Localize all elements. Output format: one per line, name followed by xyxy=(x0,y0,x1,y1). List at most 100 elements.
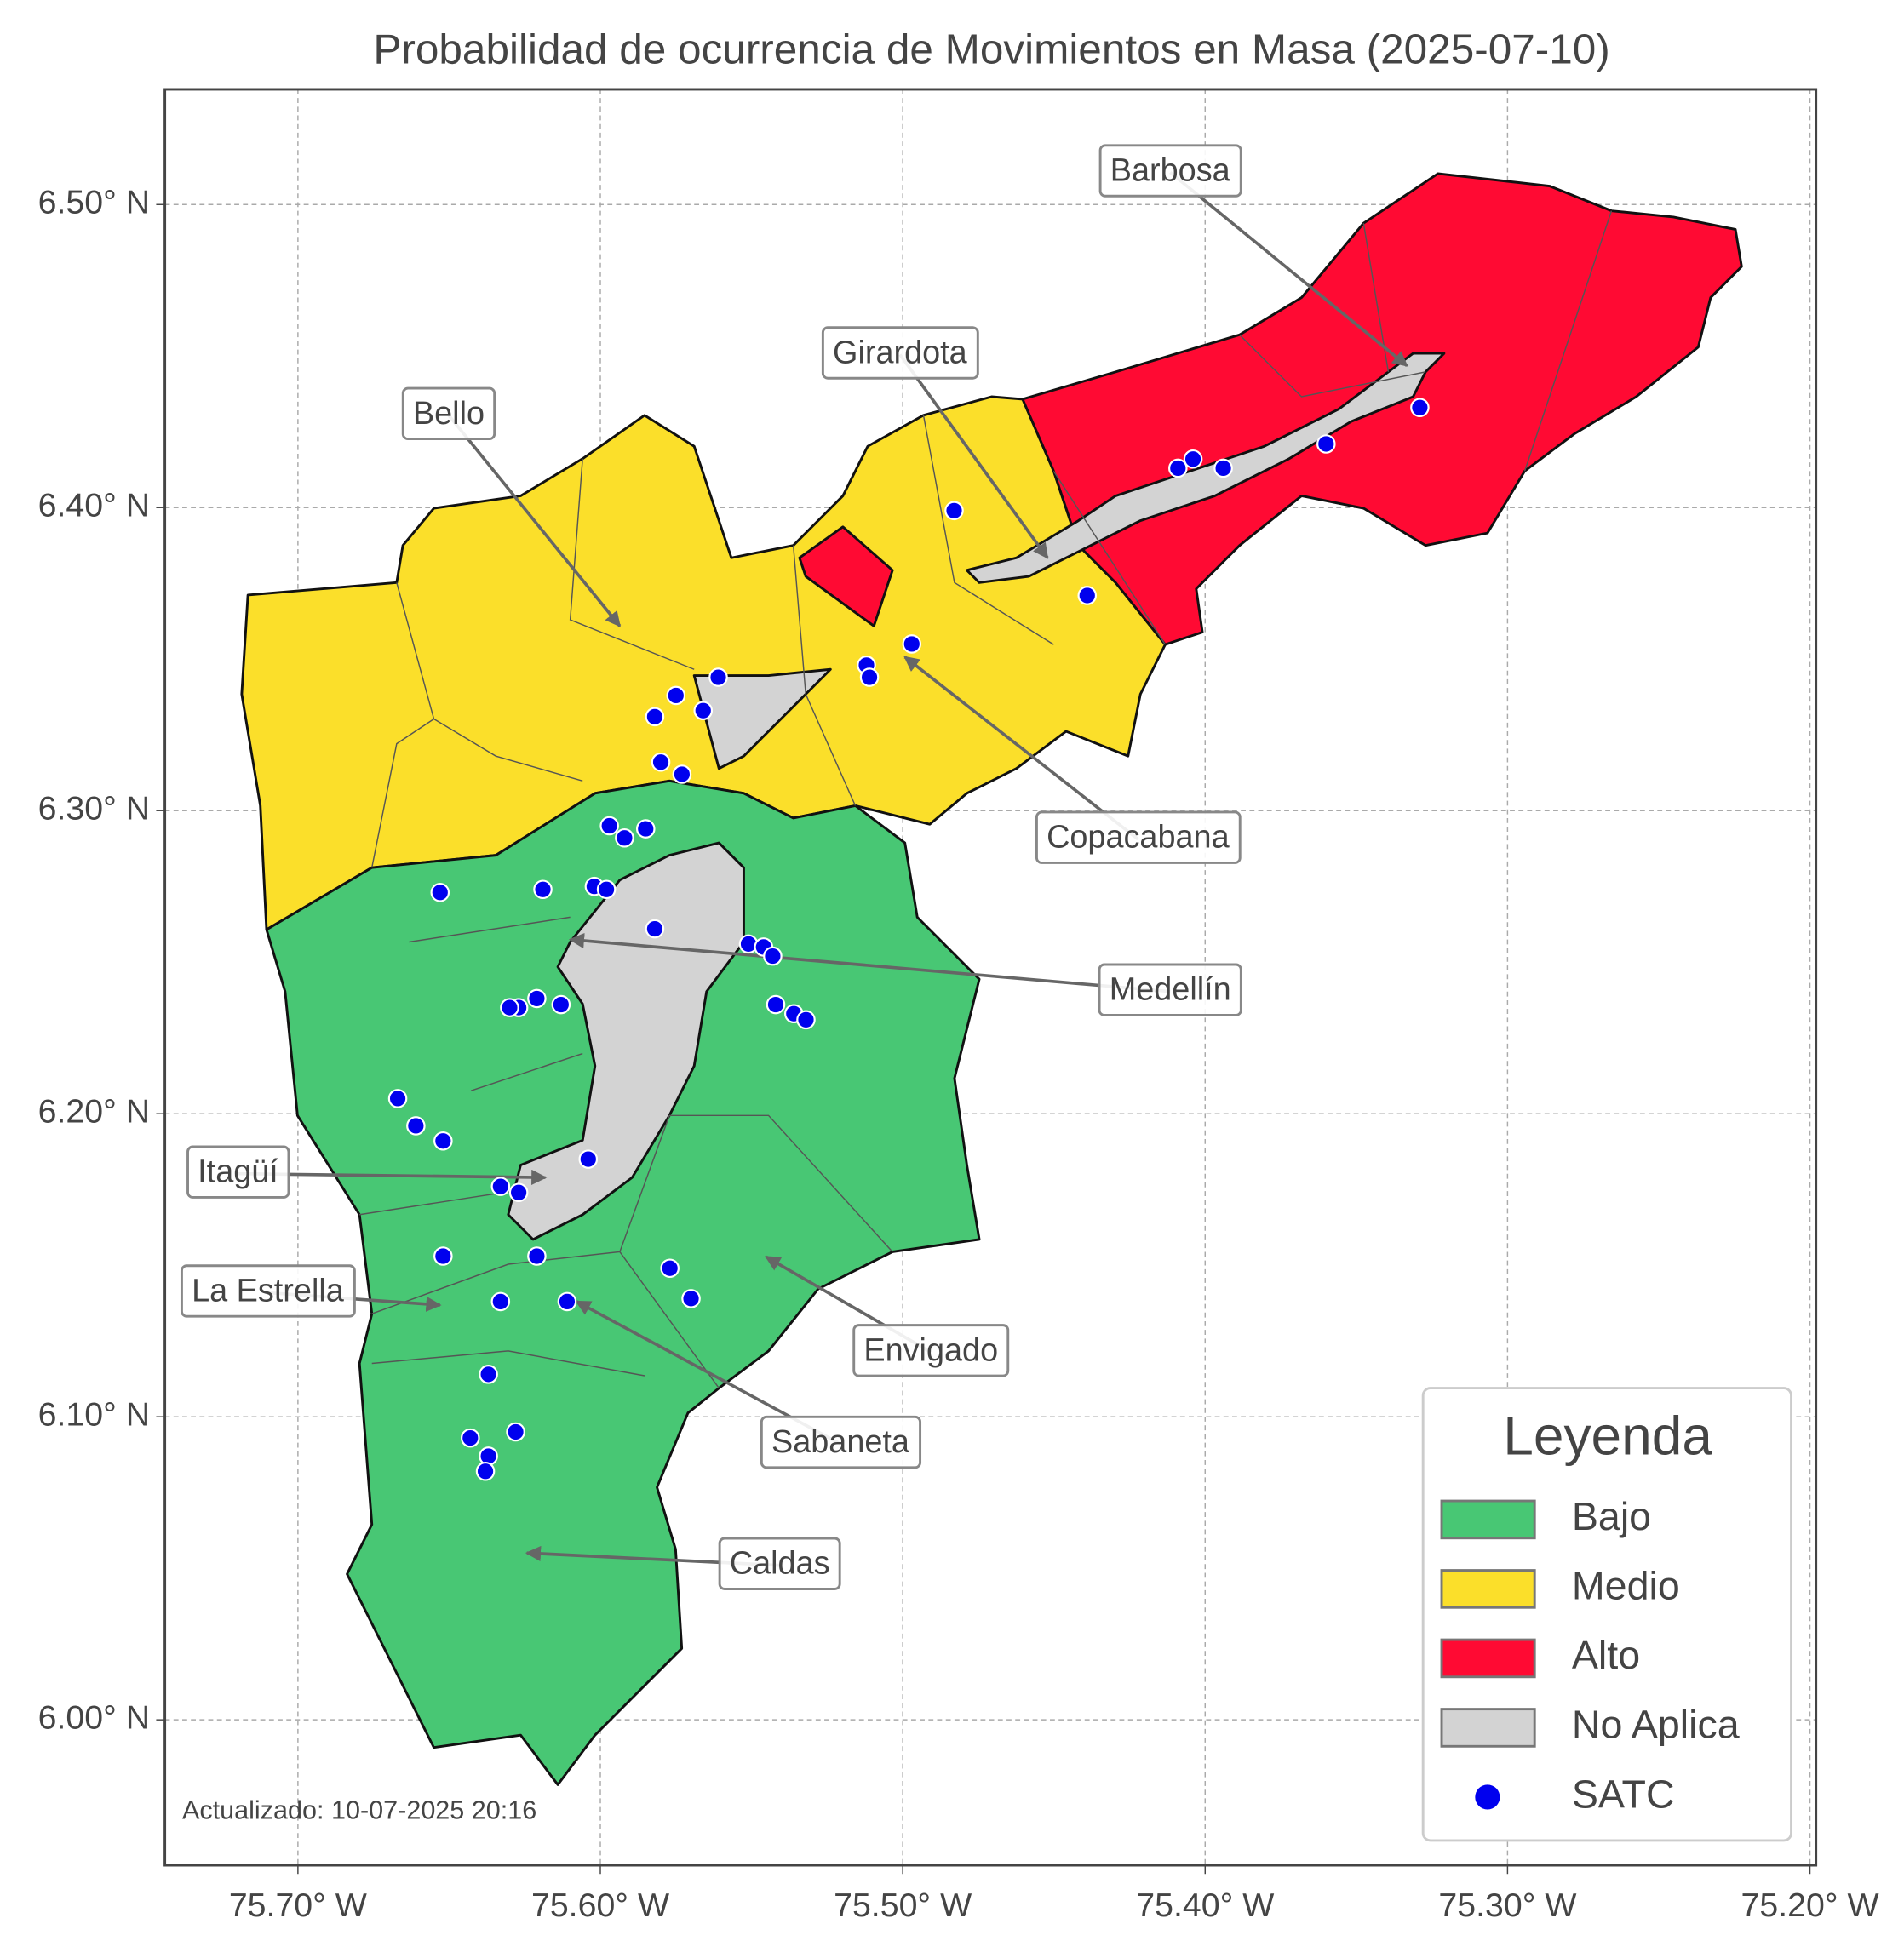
satc-point xyxy=(433,1246,453,1266)
annotation-label: Bello xyxy=(413,396,485,432)
satc-point xyxy=(666,685,686,706)
x-tick-label: 75.60° W xyxy=(531,1887,669,1924)
annotation-arrow xyxy=(903,656,1139,841)
x-tick-label: 75.70° W xyxy=(229,1887,367,1924)
satc-point xyxy=(461,1428,480,1448)
satc-point xyxy=(1316,434,1336,454)
satc-point xyxy=(1077,586,1098,605)
satc-point xyxy=(1213,458,1233,478)
satc-point xyxy=(599,816,619,836)
annotation-box xyxy=(1098,144,1242,198)
regions xyxy=(240,172,1743,1786)
y-tick-label: 6.40° N xyxy=(38,487,151,524)
y-tick-label: 6.20° N xyxy=(38,1093,151,1131)
annotation-label: Copacabana xyxy=(1047,820,1230,856)
satc-point xyxy=(645,919,665,939)
y-tick-label: 6.10° N xyxy=(38,1396,151,1434)
satc-point xyxy=(479,1365,498,1384)
satc-point xyxy=(763,946,783,966)
annotation-label: Envigado xyxy=(863,1332,998,1368)
satc-point xyxy=(645,707,665,727)
region-alto xyxy=(798,525,894,627)
legend-label: SATC xyxy=(1572,1772,1675,1816)
annotation-arrow xyxy=(898,353,1049,559)
x-tick-label: 75.40° W xyxy=(1136,1887,1274,1924)
annotation-box xyxy=(1098,963,1242,1016)
annotation-label: Itagüí xyxy=(198,1154,278,1190)
satc-point xyxy=(635,819,656,839)
annotation-box xyxy=(401,386,496,441)
legend-marker xyxy=(1475,1784,1500,1810)
satc-point xyxy=(1168,458,1188,478)
satc-point xyxy=(533,879,553,900)
legend: Leyenda Bajo Medio Alto No Aplica SATC xyxy=(1421,1387,1792,1842)
satc-point xyxy=(1183,449,1203,469)
satc-point xyxy=(944,501,964,521)
satc-point xyxy=(527,1246,547,1266)
annotation-box xyxy=(852,1324,1010,1377)
satc-point xyxy=(672,764,692,784)
satc-point xyxy=(708,667,728,687)
satc-point xyxy=(1410,398,1430,418)
annotation-arrow xyxy=(1169,171,1408,368)
satc-point xyxy=(693,701,714,721)
satc-point xyxy=(508,1182,529,1203)
annotation-label: La Estrella xyxy=(192,1273,345,1308)
x-tick-label: 75.30° W xyxy=(1438,1887,1576,1924)
legend-label: Medio xyxy=(1572,1564,1680,1608)
satc-point xyxy=(796,1010,816,1030)
satc-point xyxy=(387,1089,408,1108)
annotation-arrow xyxy=(447,414,622,627)
legend-swatch xyxy=(1440,1569,1536,1609)
y-tick-label: 6.50° N xyxy=(38,184,151,221)
satc-point xyxy=(578,1149,599,1169)
y-tick-label: 6.00° N xyxy=(38,1699,151,1737)
satc-point xyxy=(651,752,671,772)
satc-point xyxy=(551,994,571,1015)
annotation-label: Girardota xyxy=(833,335,968,371)
satc-point xyxy=(681,1289,701,1308)
satc-point xyxy=(557,1291,577,1312)
legend-swatch xyxy=(1440,1499,1536,1540)
footnote: Actualizado: 10-07-2025 20:16 xyxy=(182,1796,536,1825)
plot-frame xyxy=(163,88,1818,1867)
satc-point xyxy=(527,988,547,1009)
annotation-box xyxy=(718,1537,841,1590)
legend-label: Alto xyxy=(1572,1633,1640,1677)
satc-point xyxy=(902,634,922,654)
satc-point xyxy=(490,1291,511,1312)
legend-label: Bajo xyxy=(1572,1494,1651,1538)
satc-point xyxy=(596,879,617,900)
legend-label: No Aplica xyxy=(1572,1703,1740,1747)
annotation-arrow xyxy=(568,932,1171,993)
boundary xyxy=(359,210,1613,1389)
annotation-box xyxy=(821,326,979,380)
satc-point xyxy=(475,1461,496,1481)
chart-title: Probabilidad de ocurrencia de Movimiento… xyxy=(373,26,1609,72)
y-tick-label: 6.30° N xyxy=(38,790,151,827)
satc-point xyxy=(406,1116,426,1136)
satc-point xyxy=(615,827,634,848)
satc-point xyxy=(506,1422,525,1442)
legend-title: Leyenda xyxy=(1503,1406,1712,1467)
annotation-label: Medellín xyxy=(1110,972,1231,1008)
satc-point xyxy=(859,667,880,687)
satc-point xyxy=(433,1131,453,1151)
satc-point xyxy=(490,1177,511,1196)
annotation-box xyxy=(760,1415,922,1469)
x-tick-label: 75.20° W xyxy=(1741,1887,1879,1924)
annotation-label: Caldas xyxy=(730,1546,830,1582)
annotation-box xyxy=(180,1264,356,1318)
annotation-label: Sabaneta xyxy=(771,1424,910,1460)
annotation-box xyxy=(1035,810,1242,864)
satc-point xyxy=(660,1258,680,1279)
satc-point xyxy=(766,994,786,1015)
region-no-aplica xyxy=(507,841,745,1241)
annotation-label: Barbosa xyxy=(1110,153,1231,189)
region-no-aplica xyxy=(692,667,832,770)
annotation-box xyxy=(186,1145,290,1199)
legend-swatch xyxy=(1440,1708,1536,1748)
satc-point xyxy=(500,998,519,1017)
satc-point xyxy=(430,883,450,902)
